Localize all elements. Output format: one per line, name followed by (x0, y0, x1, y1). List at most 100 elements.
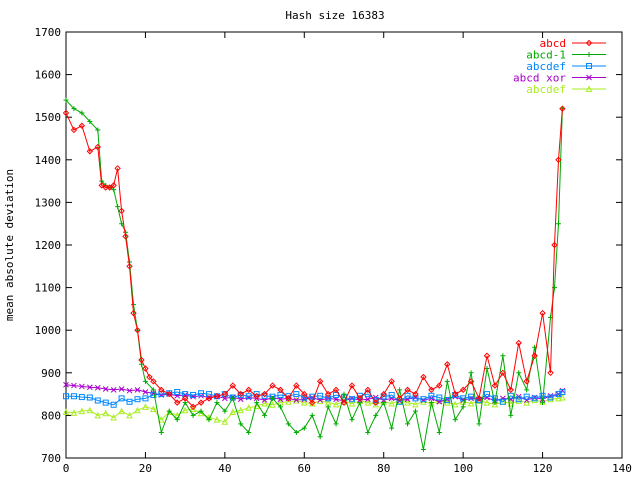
data-point (150, 405, 157, 413)
data-point (63, 393, 69, 400)
data-point (531, 395, 538, 402)
data-point (206, 417, 212, 423)
data-point (508, 412, 514, 418)
data-point (261, 390, 268, 398)
data-point (396, 395, 403, 402)
data-point (468, 393, 475, 400)
data-point (551, 241, 558, 249)
data-point (420, 373, 427, 381)
data-point (245, 386, 252, 394)
data-point (70, 393, 77, 400)
data-point (356, 395, 364, 402)
data-point (420, 396, 427, 403)
y-tick-label: 1200 (35, 239, 62, 252)
data-point (364, 399, 372, 406)
data-point (118, 386, 125, 392)
data-point (388, 399, 395, 407)
data-point (404, 392, 411, 399)
data-point (452, 417, 458, 423)
data-point (78, 122, 86, 129)
data-point (444, 361, 451, 368)
data-point (301, 425, 307, 431)
data-point (523, 378, 530, 385)
data-point (531, 352, 538, 359)
data-point (364, 386, 372, 394)
data-point (285, 398, 292, 405)
data-point (460, 404, 466, 410)
data-point (301, 390, 308, 398)
data-point (134, 396, 141, 403)
data-point (325, 395, 332, 402)
data-point (436, 382, 443, 389)
data-point (317, 434, 323, 440)
data-point (229, 382, 237, 389)
data-point (63, 381, 69, 388)
data-point (277, 404, 283, 410)
data-point (325, 404, 331, 410)
data-point (79, 383, 85, 390)
data-point (540, 400, 546, 406)
data-point (516, 370, 522, 376)
data-point (158, 416, 165, 423)
data-point (110, 182, 117, 189)
data-point (142, 378, 148, 384)
data-point (269, 382, 276, 389)
data-point (555, 156, 562, 164)
data-point (71, 382, 77, 389)
legend-marker (586, 52, 592, 57)
data-point (254, 400, 260, 406)
data-point (158, 391, 165, 398)
data-point (555, 394, 562, 402)
data-point (515, 396, 522, 403)
chart-title: Hash size 16383 (285, 9, 384, 22)
data-point (190, 391, 197, 398)
data-point (142, 389, 149, 395)
data-point (451, 390, 459, 398)
data-point (524, 387, 530, 393)
data-point (189, 403, 197, 411)
data-point (293, 396, 300, 404)
data-point (436, 394, 443, 401)
data-point (316, 378, 324, 385)
legend-label: abcdef (526, 83, 566, 96)
data-point (110, 401, 117, 408)
data-point (539, 309, 546, 317)
data-point (63, 97, 69, 103)
data-point (158, 429, 164, 435)
x-tick-label: 80 (377, 462, 390, 475)
x-tick-label: 40 (218, 462, 231, 475)
data-point (499, 369, 507, 377)
y-axis-label: mean absolute deviation (3, 169, 16, 321)
y-tick-label: 700 (41, 452, 61, 465)
data-point (333, 421, 339, 427)
series-line (65, 397, 563, 423)
data-point (110, 413, 117, 421)
data-point (213, 416, 221, 423)
data-point (134, 386, 141, 393)
y-tick-label: 1100 (35, 282, 62, 295)
x-tick-label: 140 (612, 462, 632, 475)
ticks-layer: 0 20 40 60 80 100 120 140 700 800 900 1000 1100 1200 1… (35, 26, 632, 475)
data-point (285, 421, 291, 427)
y-tick-label: 1600 (35, 69, 62, 82)
data-point (523, 399, 530, 406)
x-tick-label: 0 (63, 462, 70, 475)
data-point (405, 421, 411, 427)
data-point (150, 387, 156, 393)
legend-label: abcd (540, 37, 567, 50)
data-point (348, 396, 355, 403)
data-point (166, 408, 172, 414)
data-point (182, 391, 189, 398)
data-point (237, 390, 244, 398)
data-point (428, 392, 435, 399)
data-point (404, 386, 411, 394)
data-point (531, 396, 538, 404)
data-point (412, 390, 419, 398)
data-point (94, 143, 101, 151)
data-point (94, 384, 101, 391)
data-point (559, 393, 566, 401)
data-point (262, 412, 268, 418)
data-point (190, 412, 196, 418)
data-point (324, 390, 332, 398)
